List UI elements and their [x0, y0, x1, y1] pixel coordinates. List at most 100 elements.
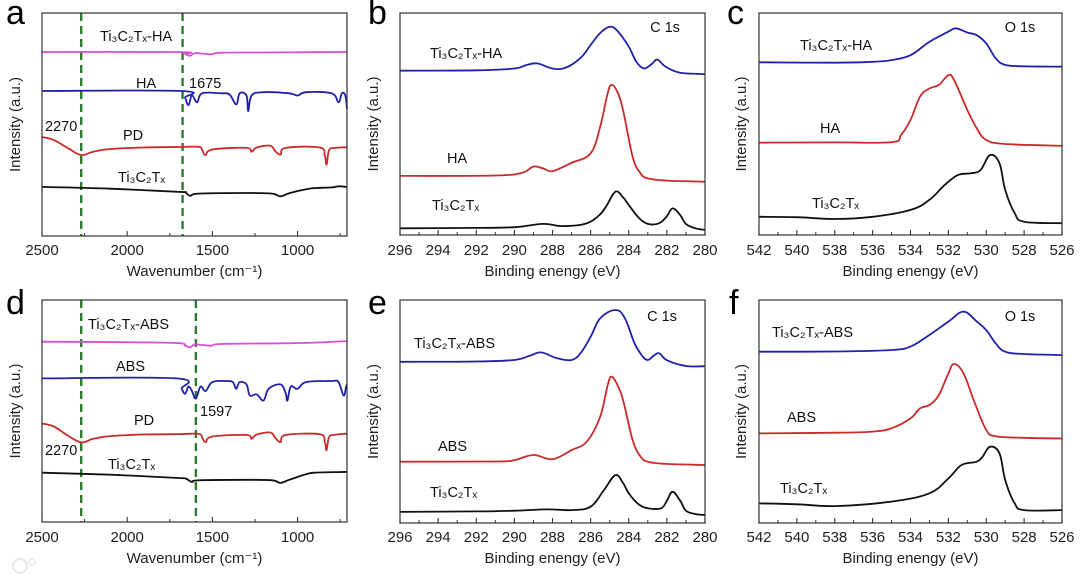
y-axis-label: Intensity (a.u.): [7, 77, 24, 172]
series-label: Ti₃C₂Tₓ-ABS: [772, 325, 853, 341]
x-tick-label: 1000: [281, 529, 314, 546]
x-tick-label: 1000: [281, 242, 314, 259]
series-line-1: [758, 363, 1063, 440]
y-axis-label: Intensity (a.u.): [733, 76, 750, 171]
panel-c: c Ti₃C₂Tₓ-HA HA Ti₃C₂Tₓ O 1s 542 540 538 536 534 5…: [727, 0, 1075, 280]
series-line-2: [758, 445, 1063, 512]
x-tick-label: 294: [426, 529, 451, 546]
series-label: ABS: [438, 439, 467, 455]
series-line-2: [758, 153, 1063, 225]
series-line-3: [41, 185, 348, 198]
peak-annotation: 1597: [200, 404, 232, 420]
series-line-2: [41, 136, 348, 166]
x-tick-label: 532: [936, 242, 961, 259]
x-tick-label: 530: [974, 242, 999, 259]
x-axis-label: Wavenumber (cm⁻¹): [127, 263, 263, 280]
x-axis-label: Binding enengy (eV): [485, 263, 621, 280]
panel-letter: a: [6, 0, 25, 32]
x-tick-label: 538: [822, 529, 847, 546]
panel-f: f Ti₃C₂Tₓ-ABS ABS Ti₃C₂Tₓ O 1s 542 540 538 536 53…: [729, 284, 1075, 567]
x-tick-label: 542: [746, 242, 771, 259]
panel-d: d Ti₃C₂Tₓ-ABS ABS PD Ti₃C₂Tₓ 2270 1597 2500 2000…: [6, 284, 348, 567]
series-label: HA: [136, 76, 156, 92]
x-tick-label: 540: [784, 242, 809, 259]
watermark-logo: [12, 558, 36, 574]
x-tick-label: 540: [784, 529, 809, 546]
x-tick-label: 542: [746, 529, 771, 546]
x-tick-label: 532: [936, 529, 961, 546]
y-axis-label: Intensity (a.u.): [7, 363, 24, 458]
x-tick-label: 282: [654, 242, 679, 259]
series-line-1: [41, 89, 348, 112]
series-label: ABS: [787, 410, 816, 426]
panel-letter: c: [727, 0, 744, 32]
x-tick-label: 536: [860, 529, 885, 546]
series-line-1: [41, 376, 348, 402]
series-line-1: [399, 84, 706, 183]
series-label: Ti₃C₂Tₓ-ABS: [88, 317, 169, 333]
series-label: Ti₃C₂Tₓ: [432, 198, 479, 214]
x-tick-label: 1500: [196, 529, 229, 546]
x-tick-label: 534: [898, 529, 923, 546]
peak-annotation: 2270: [45, 443, 77, 459]
series-line-2: [399, 474, 706, 516]
series-label: PD: [123, 128, 143, 144]
series-line-1: [758, 73, 1063, 147]
series-line-2: [41, 422, 348, 452]
series-line-1: [399, 375, 706, 466]
core-level-label: O 1s: [1005, 309, 1036, 325]
x-tick-label: 284: [616, 529, 641, 546]
x-axis-label: Binding enengy (eV): [843, 550, 979, 567]
x-tick-label: 534: [898, 242, 923, 259]
x-tick-label: 280: [692, 242, 717, 259]
peak-annotation: 2270: [45, 119, 77, 135]
series-label: HA: [447, 151, 467, 167]
series-label: Ti₃C₂Tₓ: [430, 485, 477, 501]
series-line-2: [399, 190, 706, 231]
panel-b: b Ti₃C₂Tₓ-HA HA Ti₃C₂Tₓ C 1s 296 294 292 290 288 2…: [365, 0, 718, 280]
x-tick-label: 1500: [196, 242, 229, 259]
series-line-0: [41, 50, 348, 57]
x-axis-label: Wavenumber (cm⁻¹): [127, 550, 263, 567]
panel-letter: f: [729, 284, 739, 322]
series-label: Ti₃C₂Tₓ: [118, 170, 165, 186]
panel-letter: e: [368, 284, 387, 322]
series-label: Ti₃C₂Tₓ: [812, 196, 859, 212]
series-line-0: [399, 25, 706, 75]
x-tick-label: 290: [502, 242, 527, 259]
series-label: Ti₃C₂Tₓ: [780, 481, 827, 497]
x-axis-label: Binding enengy (eV): [843, 263, 979, 280]
series-label: Ti₃C₂Tₓ-HA: [100, 29, 172, 45]
y-axis-label: Intensity (a.u.): [365, 364, 382, 459]
x-tick-label: 280: [692, 529, 717, 546]
x-tick-label: 286: [578, 242, 603, 259]
series-line-0: [758, 27, 1063, 68]
x-tick-label: 528: [1012, 242, 1037, 259]
x-tick-label: 526: [1049, 529, 1074, 546]
x-tick-label: 530: [974, 529, 999, 546]
x-tick-label: 536: [860, 242, 885, 259]
x-axis-label: Binding enengy (eV): [485, 550, 621, 567]
series-label: Ti₃C₂Tₓ: [108, 457, 155, 473]
series-label: Ti₃C₂Tₓ-HA: [800, 38, 872, 54]
x-tick-label: 286: [578, 529, 603, 546]
x-tick-label: 292: [464, 529, 489, 546]
x-tick-label: 290: [502, 529, 527, 546]
x-tick-label: 2500: [25, 242, 58, 259]
series-label: Ti₃C₂Tₓ-HA: [430, 46, 502, 62]
x-tick-label: 2000: [111, 529, 144, 546]
x-tick-label: 282: [654, 529, 679, 546]
x-tick-label: 296: [387, 529, 412, 546]
y-axis-label: Intensity (a.u.): [733, 364, 750, 459]
y-axis-label: Intensity (a.u.): [365, 76, 382, 171]
x-tick-label: 2500: [25, 529, 58, 546]
x-tick-label: 288: [540, 242, 565, 259]
series-label: ABS: [116, 359, 145, 375]
x-tick-label: 2000: [111, 242, 144, 259]
x-tick-label: 284: [616, 242, 641, 259]
panel-letter: b: [368, 0, 387, 32]
series-label: HA: [820, 121, 840, 137]
x-tick-label: 296: [387, 242, 412, 259]
panel-a: a Ti₃C₂Tₓ-HA HA PD Ti₃C₂Tₓ 2270 1675 2500 2000 15…: [6, 0, 348, 280]
x-tick-label: 528: [1012, 529, 1037, 546]
